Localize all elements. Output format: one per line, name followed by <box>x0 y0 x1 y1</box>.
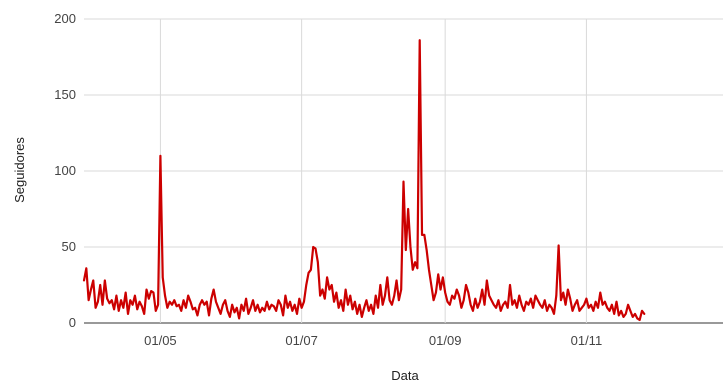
y-tick-label: 0 <box>69 315 76 330</box>
y-tick-label: 200 <box>54 11 76 26</box>
series-layer <box>82 39 646 322</box>
x-tick-label: 01/07 <box>285 333 318 348</box>
y-tick-label: 100 <box>54 163 76 178</box>
y-axis: 0 50 100 150 200 <box>54 11 76 330</box>
x-tick-label: 01/11 <box>571 333 603 348</box>
y-tick-label: 50 <box>62 239 76 254</box>
series-line <box>82 39 646 322</box>
y-tick-label: 150 <box>54 87 76 102</box>
y-axis-title: Seguidores <box>12 137 27 203</box>
grid <box>84 18 723 324</box>
x-axis-title: Data <box>391 368 419 383</box>
x-tick-label: 01/09 <box>429 333 462 348</box>
x-tick-label: 01/05 <box>144 333 177 348</box>
x-axis: 01/05 01/07 01/09 01/11 <box>144 333 602 348</box>
